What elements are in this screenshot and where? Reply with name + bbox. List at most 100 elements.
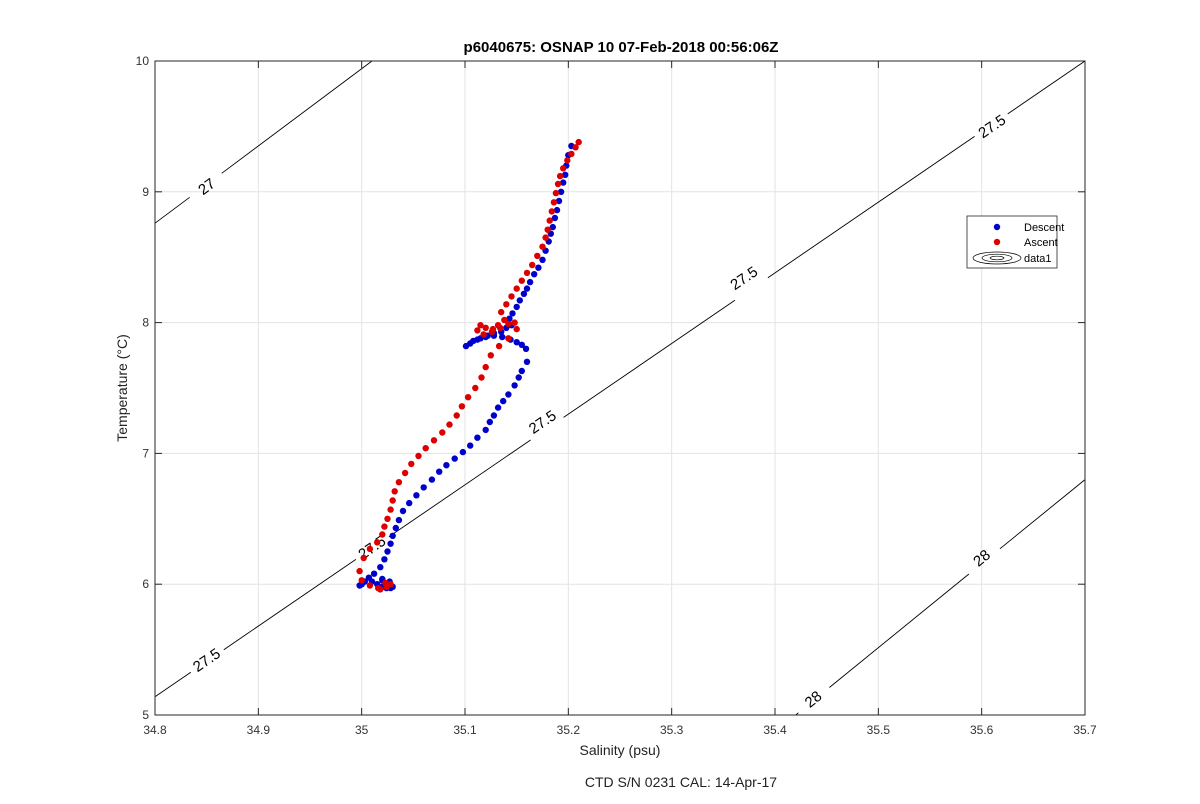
x-tick-label: 35 [355,723,369,737]
ascent-point [472,384,479,392]
descent-point [482,426,489,434]
ascent-series [356,138,582,593]
descent-point [549,223,556,231]
descent-point [499,333,506,341]
descent-point [531,271,538,278]
ascent-point [554,180,562,188]
ascent-point [408,460,415,468]
descent-point [535,264,542,271]
ascent-point [477,322,484,329]
x-tick-label: 35.5 [867,723,891,737]
ascent-point [518,277,525,284]
plot-background [155,61,1085,715]
ascent-point [474,327,481,334]
descent-point [387,540,394,547]
descent-point [506,315,513,322]
legend-marker-ascent [993,238,1001,246]
ascent-point [513,285,520,292]
legend-contour-icon-outer [972,251,1022,265]
footer-caption: CTD S/N 0231 CAL: 14-Apr-17 [585,774,777,790]
y-axis-label: Temperature (°C) [114,334,130,442]
y-tick-label: 5 [142,708,149,722]
ascent-point [366,545,374,553]
legend-entry-descent: Descent [993,222,1064,234]
descent-point [555,197,563,205]
descent-point [516,297,523,304]
descent-point [420,484,427,491]
isopycnal-line [154,60,373,224]
ascent-point [542,234,549,241]
isopycnal-label: 27 [195,175,219,199]
descent-point [526,278,534,286]
y-tick-label: 10 [136,54,150,68]
ascent-point [508,293,515,300]
descent-point [451,455,458,462]
legend-entry-data1: data1 [972,251,1052,265]
ascent-point [498,308,505,316]
y-axis-ticks: 5 6 7 8 9 10 [136,54,1085,722]
legend-box [966,215,1058,269]
ascent-point [387,581,394,588]
ascent-point [560,165,567,172]
descent-point [557,188,565,195]
descent-point [562,171,569,178]
descent-point [518,367,525,375]
descent-point [389,532,396,539]
legend-label-ascent: Ascent [1024,237,1058,249]
descent-point [518,341,525,348]
chart-title: p6040675: OSNAP 10 07-Feb-2018 00:56:06Z [464,39,779,56]
ascent-point [503,301,510,308]
legend-entry-ascent: Ascent [993,237,1058,249]
ascent-point [415,452,422,460]
ascent-point [488,328,496,335]
x-axis-ticks: 34.8 34.9 35 35.1 35.2 35.3 35.4 35.5 35.6 35.7 [143,61,1097,737]
ascent-point [389,497,396,504]
legend[interactable]: Descent Ascent data1 [966,215,1064,269]
descent-point [384,548,391,555]
ascent-point [556,172,564,180]
ascent-point [374,539,381,546]
ascent-point [523,269,531,277]
ascent-point [382,579,389,587]
descent-point [467,340,474,347]
ascent-point [505,320,512,328]
legend-contour-icon-inner [989,255,1005,261]
descent-point [486,418,493,426]
descent-point [490,412,498,419]
ascent-point [495,342,503,350]
ascent-point [572,144,579,151]
descent-point [560,179,567,186]
descent-point [459,448,467,456]
ascent-point [446,421,453,428]
ascent-point [534,252,541,260]
ascent-point [539,243,546,250]
ascent-point [439,429,446,436]
ascent-point [387,506,394,513]
ascent-point [384,515,391,522]
ascent-point [575,138,582,146]
y-tick-label: 7 [142,446,149,460]
descent-point [413,492,420,499]
ascent-point [381,523,388,530]
ascent-point [478,374,485,381]
x-axis-label: Salinity (psu) [580,742,661,758]
x-tick-label: 35.2 [557,723,581,737]
ascent-point [422,445,429,452]
ascent-point [480,331,487,338]
ascent-point [548,208,555,215]
descent-point [381,556,388,563]
ascent-point [511,319,518,326]
x-tick-label: 35.1 [453,723,477,737]
ascent-point [401,469,409,477]
ascent-point [356,567,363,575]
descent-point [522,345,530,352]
descent-point [467,442,474,449]
legend-label-data1: data1 [1024,253,1052,265]
legend-marker-descent [993,223,1001,231]
descent-point [474,434,481,441]
x-tick-label: 35.7 [1073,723,1097,737]
ascent-point [482,324,489,331]
legend-contour-icon-middle [981,253,1013,263]
